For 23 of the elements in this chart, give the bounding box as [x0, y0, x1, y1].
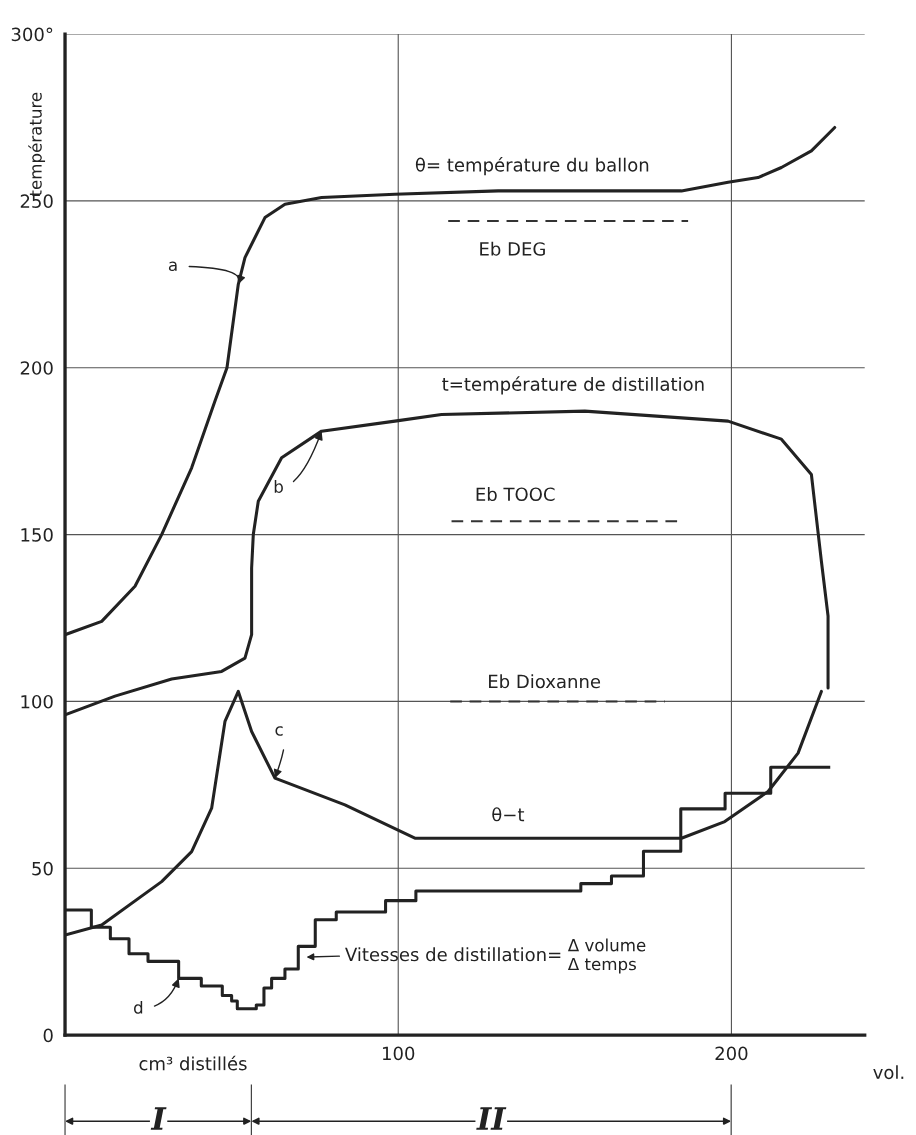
text: II — [476, 1107, 507, 1130]
text: d — [134, 1000, 143, 1014]
y-tick-label: 300° — [11, 27, 53, 42]
annotation: θ−t — [492, 807, 525, 822]
y-tick-label: 200 — [20, 361, 53, 375]
y-tick-label: 250 — [20, 194, 53, 209]
y-tick-label: 0 — [43, 1028, 53, 1043]
annotation: t=température de distillation — [442, 376, 704, 395]
text: I — [150, 1107, 167, 1130]
series-label: c — [275, 726, 283, 736]
annotation: θ= température du ballon — [415, 157, 649, 176]
x-axis-title: vol. — [873, 1065, 904, 1080]
annotation: Eb DEG — [480, 241, 545, 256]
annotation: Δ temps — [567, 957, 636, 974]
legend-label: a — [168, 261, 177, 272]
annotation: Eb Dioxanne — [489, 674, 601, 689]
annotation: Eb TOOC — [476, 487, 555, 502]
y-tick-label: 150 — [21, 528, 53, 542]
y-tick-label: 50 — [32, 861, 53, 876]
text: cm³ distillés — [139, 1055, 247, 1071]
series-label: b — [274, 480, 283, 493]
annotation: Δ volume — [567, 938, 646, 952]
y-tick-label: 100 — [21, 694, 53, 709]
